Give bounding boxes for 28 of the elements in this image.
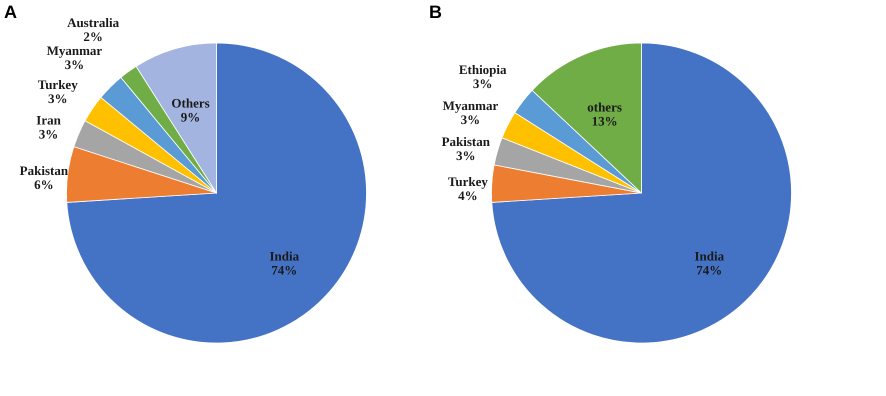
slice-label: Turkey <box>38 77 78 92</box>
slice-label: Myanmar <box>46 42 102 58</box>
slice-label: Turkey <box>448 174 488 190</box>
chart-title: A <box>4 2 17 22</box>
slice-label: Myanmar <box>442 98 498 113</box>
data-label: 9% <box>180 110 200 125</box>
data-label: 74% <box>271 262 298 278</box>
data-label: 3% <box>460 112 480 127</box>
data-label: 13% <box>592 114 618 129</box>
data-label: 3% <box>472 76 492 91</box>
slice-label: India <box>269 248 300 264</box>
data-label: 3% <box>48 91 68 106</box>
slice-label: Others <box>171 96 210 111</box>
data-label: 3% <box>456 148 476 163</box>
data-label: 6% <box>34 177 54 192</box>
data-label: 3% <box>64 56 84 72</box>
slice-label: Ethiopia <box>458 62 508 77</box>
chart-title: B <box>429 2 442 22</box>
slice-label: others <box>587 100 622 115</box>
data-label: 2% <box>83 29 103 44</box>
slice-label: Pakistan <box>20 163 69 178</box>
slice-label: Iran <box>36 112 62 128</box>
slice-label: Australia <box>67 15 120 30</box>
data-label: 74% <box>696 262 722 278</box>
slice-label: Pakistan <box>442 134 491 149</box>
data-label: 4% <box>458 188 478 204</box>
data-label: 3% <box>38 126 58 142</box>
slice-label: India <box>694 248 725 264</box>
